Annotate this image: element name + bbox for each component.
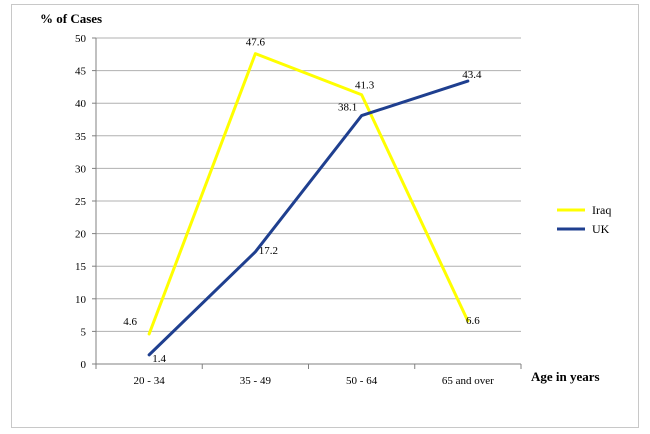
y-tick-label: 0	[81, 359, 87, 371]
x-tick-label: 35 - 49	[240, 375, 272, 387]
chart-frame	[11, 4, 639, 428]
y-tick-labels: 0 5 10 15 20 25 30 35 40 45 50	[75, 33, 87, 371]
y-axis-title: % of Cases	[40, 11, 102, 26]
x-tick-label: 20 - 34	[134, 375, 166, 387]
x-axis-title: Age in years	[531, 369, 600, 384]
series-group	[147, 52, 470, 357]
y-tick-label: 25	[75, 196, 87, 208]
series-line-uk	[147, 79, 470, 357]
legend: Iraq UK	[557, 203, 611, 236]
data-label: 38.1	[338, 102, 357, 114]
data-label: 6.6	[466, 315, 480, 327]
data-label: 43.4	[462, 69, 482, 81]
data-label: 4.6	[123, 316, 137, 328]
data-label: 47.6	[246, 37, 266, 49]
y-tick-label: 40	[75, 98, 87, 110]
data-label: 41.3	[355, 80, 375, 92]
y-tick-label: 35	[75, 131, 87, 143]
y-tick-label: 5	[81, 326, 87, 338]
gridlines	[96, 37, 521, 332]
data-label: 17.2	[259, 245, 278, 257]
series-line-iraq	[147, 52, 470, 336]
x-tick-label: 50 - 64	[346, 375, 378, 387]
y-tick-label: 20	[75, 229, 87, 241]
y-tick-label: 45	[75, 66, 87, 78]
x-tick-label: 65 and over	[442, 375, 494, 387]
data-labels: 4.6 47.6 41.3 6.6 1.4 17.2 38.1 43.4	[123, 37, 482, 365]
y-tick-label: 50	[75, 33, 87, 45]
y-tick-label: 15	[75, 261, 87, 273]
axes	[92, 37, 522, 369]
y-tick-label: 30	[75, 163, 87, 175]
y-tick-label: 10	[75, 294, 87, 306]
legend-label-uk: UK	[592, 222, 610, 236]
data-label: 1.4	[152, 353, 166, 365]
x-tick-labels: 20 - 34 35 - 49 50 - 64 65 and over	[134, 375, 495, 387]
legend-label-iraq: Iraq	[592, 203, 611, 217]
